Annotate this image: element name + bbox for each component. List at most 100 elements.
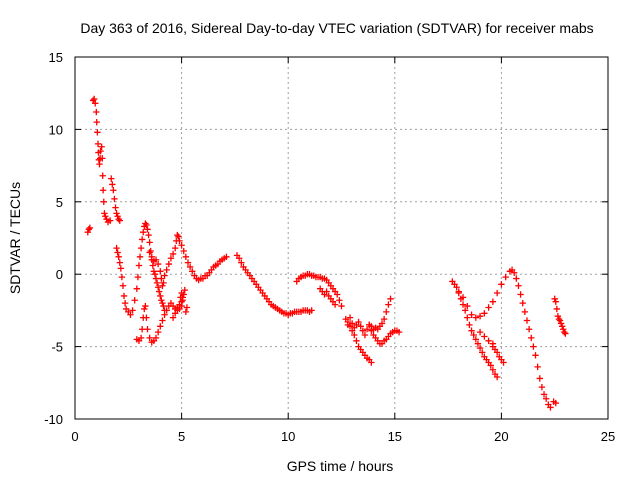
data-point — [489, 366, 497, 373]
data-point — [143, 314, 150, 321]
data-point — [152, 334, 160, 342]
data-point — [161, 272, 168, 279]
series-second-peak — [108, 175, 168, 318]
data-point — [182, 308, 190, 316]
data-point — [558, 323, 566, 330]
data-point — [532, 352, 539, 359]
series-bottom-loop — [133, 294, 186, 346]
data-point — [157, 268, 164, 275]
data-point — [346, 314, 354, 321]
data-point — [152, 256, 160, 263]
data-point — [551, 295, 558, 303]
data-point — [180, 247, 187, 255]
data-point — [556, 317, 564, 324]
data-point — [181, 286, 188, 294]
data-point — [178, 289, 185, 297]
series-end-segment — [551, 295, 569, 337]
data-point — [169, 250, 177, 258]
data-point — [453, 284, 460, 291]
x-tick-label: 15 — [388, 429, 402, 444]
data-point — [142, 302, 149, 310]
data-point — [476, 344, 484, 352]
data-point — [525, 326, 533, 333]
data-point — [149, 262, 157, 269]
data-point — [114, 249, 121, 256]
data-point — [472, 314, 480, 321]
plot-frame — [74, 56, 609, 420]
series-tangle-twelve-fifteen — [342, 295, 403, 366]
x-tick-label: 0 — [71, 429, 78, 444]
data-point — [481, 310, 488, 317]
data-point — [167, 255, 175, 262]
data-point — [338, 302, 345, 310]
data-point — [131, 297, 138, 304]
data-point — [84, 229, 91, 236]
data-point — [536, 375, 543, 382]
data-point — [470, 331, 477, 339]
data-point — [554, 312, 562, 320]
data-point — [159, 299, 166, 307]
data-point — [113, 244, 120, 252]
data-point — [118, 273, 126, 281]
data-point — [85, 226, 93, 233]
data-point — [157, 323, 164, 330]
data-point — [474, 340, 482, 347]
data-point — [387, 295, 394, 303]
data-point — [99, 155, 106, 162]
data-point — [361, 331, 369, 339]
data-point — [461, 307, 469, 314]
data-point — [468, 327, 475, 334]
series-evening-descent — [449, 266, 559, 411]
data-points — [84, 95, 569, 411]
data-point — [86, 224, 94, 232]
x-tick-label: 10 — [281, 429, 295, 444]
data-point — [174, 231, 181, 239]
data-point — [94, 140, 102, 148]
data-point — [540, 391, 548, 398]
data-point — [479, 349, 486, 356]
x-tick-label: 5 — [178, 429, 185, 444]
data-point — [552, 298, 559, 305]
data-point — [146, 249, 153, 256]
x-tick-label: 25 — [601, 429, 615, 444]
data-point — [101, 210, 108, 217]
data-point — [106, 217, 114, 224]
data-point — [92, 100, 99, 107]
data-point — [466, 321, 473, 329]
data-point — [146, 239, 153, 246]
data-point — [119, 282, 127, 289]
data-point — [455, 288, 462, 295]
data-point — [117, 265, 125, 272]
data-point — [336, 297, 343, 304]
data-point — [144, 326, 151, 333]
series-spike — [89, 95, 114, 226]
data-point — [134, 273, 142, 281]
data-point — [534, 363, 541, 371]
data-point — [138, 236, 146, 243]
data-point — [489, 298, 497, 305]
data-point — [178, 302, 185, 310]
data-point — [557, 320, 565, 327]
data-point — [112, 204, 119, 211]
y-tick-label: 15 — [49, 50, 63, 65]
data-point — [459, 294, 467, 301]
data-point — [145, 231, 152, 239]
data-point — [137, 244, 145, 252]
data-point — [323, 288, 330, 295]
y-axis-label: SDTVAR / TECUs — [7, 182, 23, 294]
data-point — [177, 294, 184, 301]
data-point — [111, 195, 118, 203]
data-point — [113, 210, 120, 217]
data-point — [169, 314, 177, 321]
data-point — [147, 247, 154, 255]
data-point — [184, 259, 192, 266]
data-point — [172, 244, 179, 252]
data-point — [186, 263, 194, 271]
data-point — [351, 331, 358, 339]
data-point — [510, 269, 518, 276]
data-point — [144, 226, 151, 233]
data-point — [542, 395, 550, 402]
data-point — [108, 175, 115, 182]
y-tick-label: 10 — [49, 122, 63, 137]
